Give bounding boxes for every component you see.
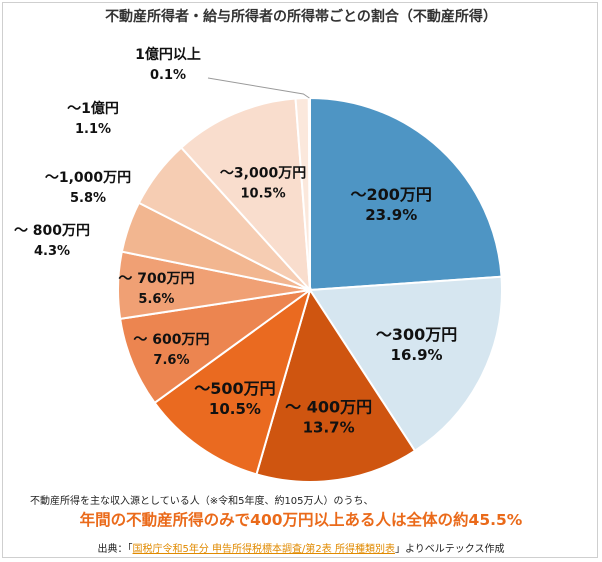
pie-slice-3	[153, 287, 312, 476]
slice-label-5: ～ 700万円	[118, 271, 194, 287]
pie-slices	[117, 96, 503, 483]
slice-percent-1: 16.9%	[391, 346, 443, 364]
pie-slice-1	[308, 275, 503, 453]
slice-percent-10: 0.1%	[150, 68, 186, 83]
slice-percent-3: 10.5%	[209, 400, 261, 418]
slice-label-3: ～500万円	[194, 379, 275, 398]
source-line: 出典：「国税庁令和5年分 申告所得税標本調査/第2表 所得種類別表」よりベルテッ…	[0, 540, 602, 555]
slice-percent-8: 10.5%	[241, 187, 286, 202]
pie-slice-0	[309, 96, 503, 292]
slice-percent-5: 5.6%	[138, 292, 174, 307]
pie-slice-10	[307, 96, 311, 291]
pie-slice-2	[255, 287, 417, 483]
slice-label-2: ～ 400万円	[285, 397, 372, 416]
slice-label-1: ～300万円	[376, 325, 457, 344]
footnote: 不動産所得を主な収入源としている人（※令和5年度、約105万人）のうち、	[30, 496, 374, 507]
source-link[interactable]: 国税庁令和5年分 申告所得税標本調査/第2表 所得種類別表	[132, 544, 395, 555]
slice-label-6: ～ 800万円	[14, 223, 90, 239]
slice-label-10: 1億円以上	[135, 46, 201, 63]
source-prefix: 出典：「	[97, 544, 133, 555]
headline: 年間の不動産所得のみで400万円以上ある人は全体の約45.5%	[79, 511, 523, 529]
slice-label-8: ～3,000万円	[220, 166, 306, 182]
slice-label-4: ～ 600万円	[133, 332, 209, 348]
slice-label-0: ～200万円	[351, 185, 432, 204]
slice-percent-7: 5.8%	[70, 191, 106, 206]
pie-chart: ～200万円 23.9% ～300万円 16.9% ～ 400万円 13.7% ～500万円…	[14, 46, 503, 483]
source-suffix: 」よりベルテックス作成	[394, 544, 505, 555]
slice-percent-9: 1.1%	[75, 122, 111, 137]
chart-frame	[2, 2, 598, 558]
slice-percent-4: 7.6%	[153, 353, 189, 368]
slice-label-9: ～1億円	[67, 100, 119, 117]
slice-percent-0: 23.9%	[365, 206, 417, 224]
chart-title: 不動産所得者・給与所得者の所得帯ごとの割合（不動産所得）	[105, 9, 497, 25]
slice-label-7: ～1,000万円	[45, 170, 131, 186]
slice-percent-2: 13.7%	[303, 418, 355, 436]
slice-percent-6: 4.3%	[34, 244, 70, 259]
leader-lines	[207, 77, 310, 99]
pie-slice-8	[179, 97, 312, 293]
leader-line-10	[207, 77, 310, 99]
pie-labels: ～200万円 23.9% ～300万円 16.9% ～ 400万円 13.7% ～500万円…	[14, 46, 457, 436]
